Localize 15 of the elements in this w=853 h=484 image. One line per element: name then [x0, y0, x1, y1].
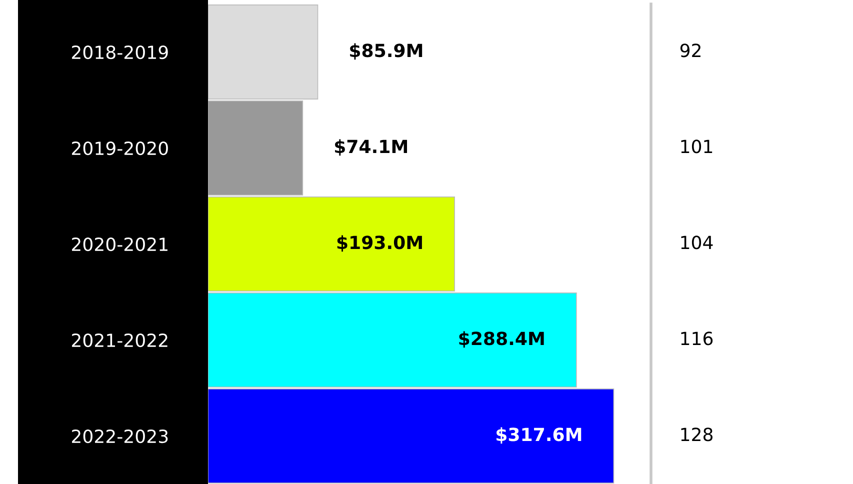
data-label: 116 [681, 332, 713, 346]
data-label: $317.6M [496, 427, 582, 444]
data-label: 128 [681, 428, 713, 442]
y-tick-label: 2021-2022 [72, 333, 168, 348]
y-tick-label: 2018-2019 [72, 45, 168, 60]
data-label: $193.0M [337, 235, 422, 252]
data-label: $288.4M [459, 331, 544, 348]
y-tick-label: 2020-2021 [72, 237, 168, 252]
data-label: 104 [681, 236, 713, 250]
data-label: $74.1M [335, 139, 408, 156]
y-tick-label: 2022-2023 [72, 429, 168, 444]
data-label: 101 [681, 140, 712, 154]
y-tick-label: 2019-2020 [72, 141, 168, 156]
data-label: $85.9M [350, 43, 422, 60]
data-label: 92 [680, 44, 700, 58]
